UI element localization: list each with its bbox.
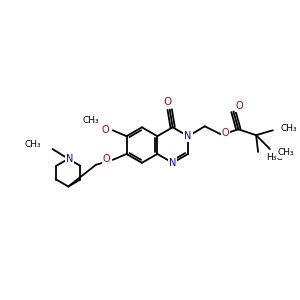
Text: O: O <box>222 128 229 138</box>
Text: N: N <box>66 154 73 164</box>
Text: CH₃: CH₃ <box>83 116 99 125</box>
Text: N: N <box>169 158 176 168</box>
Text: H₃C: H₃C <box>266 153 283 162</box>
Text: O: O <box>236 100 243 111</box>
Text: N: N <box>184 131 192 141</box>
Text: CH₃: CH₃ <box>281 124 297 133</box>
Text: O: O <box>102 125 110 135</box>
Text: CH₃: CH₃ <box>278 148 295 158</box>
Text: O: O <box>103 154 111 164</box>
Text: O: O <box>164 97 172 107</box>
Text: CH₃: CH₃ <box>24 140 41 148</box>
